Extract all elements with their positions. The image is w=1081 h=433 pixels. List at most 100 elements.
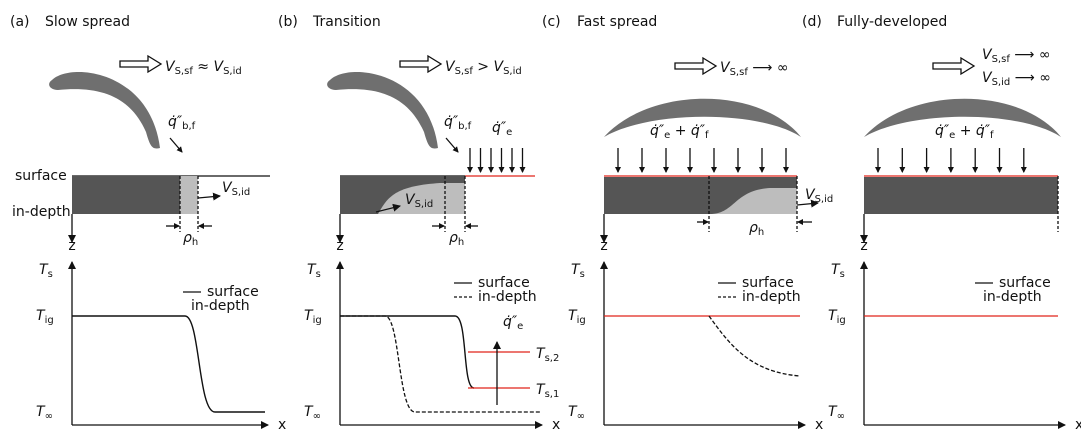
symbol: q̇″ bbox=[492, 120, 507, 136]
symbol: q̇″ bbox=[444, 114, 459, 130]
subscript: e bbox=[517, 321, 523, 332]
subscript: s,2 bbox=[545, 353, 560, 364]
flux-arrow bbox=[446, 138, 458, 152]
depth-speed-relation: VS,id ⟶ ∞ bbox=[982, 70, 1051, 88]
ignition-temperature-label: Tig bbox=[568, 308, 586, 326]
subscript: S,id bbox=[415, 199, 434, 210]
panel-label: (d) bbox=[802, 14, 822, 30]
in-depth-curve bbox=[340, 316, 540, 412]
speed-relation: VS,sf ≈ VS,id bbox=[165, 59, 242, 77]
symbol: q̇″ bbox=[650, 123, 665, 139]
subscript: b,f bbox=[458, 121, 472, 132]
figure: (a)Slow spreadzxTsTigT∞VS,sf ≈ VS,idq̇″b… bbox=[0, 0, 1081, 433]
combined-heat-flux: q̇″e + q̇″f bbox=[935, 123, 994, 141]
symbol: q̇″ bbox=[976, 123, 991, 139]
external-heat-flux: q̇″e bbox=[492, 120, 512, 138]
symbol: q̇″ bbox=[168, 114, 183, 130]
page: (a)Slow spreadzxTsTigT∞VS,sf ≈ VS,idq̇″b… bbox=[0, 0, 1081, 433]
x-axis-label: x bbox=[815, 417, 823, 433]
spread-arrow bbox=[198, 196, 220, 198]
in-depth-curve bbox=[709, 316, 800, 376]
subscript: S,id bbox=[223, 66, 242, 77]
legend-in-depth: in-depth bbox=[478, 289, 537, 305]
symbol: ⟶ ∞ bbox=[1010, 70, 1051, 86]
surface-label: surface bbox=[15, 168, 67, 184]
combined-heat-flux: q̇″e + q̇″f bbox=[650, 123, 709, 141]
hollow-arrow bbox=[120, 56, 161, 72]
subscript: s bbox=[48, 269, 53, 280]
preheat-length: ρh bbox=[183, 230, 198, 248]
symbol: ≈ bbox=[193, 59, 214, 75]
panel-title: Slow spread bbox=[45, 14, 130, 30]
temperature-curve bbox=[72, 316, 265, 412]
speed-relation: VS,sf ⟶ ∞ bbox=[720, 60, 788, 78]
hollow-arrow bbox=[933, 58, 974, 74]
speed-relation: VS,sf ⟶ ∞ bbox=[982, 47, 1050, 65]
hollow-arrow bbox=[675, 58, 716, 74]
temperature-axis-label: Ts bbox=[39, 262, 53, 280]
panel-label: (b) bbox=[278, 14, 298, 30]
flame-heat-flux: q̇″b,f bbox=[444, 114, 472, 132]
surface-curve bbox=[340, 316, 474, 388]
symbol: ρ bbox=[749, 220, 758, 236]
subscript: s bbox=[580, 269, 585, 280]
subscript: f bbox=[705, 130, 709, 141]
depth-axis-label: z bbox=[68, 238, 75, 254]
subscript: b,f bbox=[182, 121, 196, 132]
level-2-label: Ts,2 bbox=[536, 346, 559, 364]
x-axis-label: x bbox=[278, 417, 286, 433]
subscript: ∞ bbox=[45, 411, 53, 422]
subscript: ∞ bbox=[313, 411, 321, 422]
subscript: ∞ bbox=[837, 411, 845, 422]
subscript: S,id bbox=[992, 77, 1011, 88]
preheat-region bbox=[180, 176, 198, 214]
flame bbox=[49, 72, 160, 149]
symbol: q̇″ bbox=[503, 314, 518, 330]
subscript: f bbox=[990, 130, 994, 141]
temperature-axis-label: Ts bbox=[307, 262, 321, 280]
spread-velocity: VS,id bbox=[805, 187, 833, 205]
flame bbox=[327, 72, 438, 149]
subscript: S,id bbox=[503, 66, 522, 77]
flux-arrow bbox=[170, 138, 182, 152]
symbol: q̇″ bbox=[935, 123, 950, 139]
symbol: ⟶ ∞ bbox=[748, 60, 789, 76]
subscript: s bbox=[316, 269, 321, 280]
legend-in-depth: in-depth bbox=[742, 289, 801, 305]
depth-axis-label: z bbox=[860, 238, 867, 254]
symbol: ⟶ ∞ bbox=[1010, 47, 1051, 63]
subscript: h bbox=[192, 237, 198, 248]
level-1-label: Ts,1 bbox=[536, 382, 559, 400]
depth-axis-label: z bbox=[336, 238, 343, 254]
depth-label: in-depth bbox=[12, 204, 71, 220]
ambient-temperature-label: T∞ bbox=[828, 404, 845, 422]
burning-region bbox=[72, 176, 180, 214]
legend-in-depth: in-depth bbox=[983, 289, 1042, 305]
legend-in-depth: in-depth bbox=[191, 298, 250, 314]
burning-region bbox=[864, 177, 1058, 214]
graph-heat-flux: q̇″e bbox=[503, 314, 523, 332]
ambient-temperature-label: T∞ bbox=[568, 404, 585, 422]
ambient-temperature-label: T∞ bbox=[36, 404, 53, 422]
panel-label: (c) bbox=[542, 14, 561, 30]
ignition-temperature-label: Tig bbox=[36, 308, 54, 326]
hollow-arrow bbox=[400, 56, 441, 72]
panel-title: Fast spread bbox=[577, 14, 657, 30]
panel-title: Fully-developed bbox=[837, 14, 947, 30]
x-axis-label: x bbox=[552, 417, 560, 433]
flame-heat-flux: q̇″b,f bbox=[168, 114, 196, 132]
temperature-axis-label: Ts bbox=[571, 262, 585, 280]
subscript: e bbox=[506, 127, 512, 138]
spread-velocity: VS,id bbox=[222, 180, 250, 198]
symbol: ρ bbox=[183, 230, 192, 246]
subscript: s,1 bbox=[545, 389, 560, 400]
subscript: ig bbox=[577, 315, 586, 326]
subscript: ∞ bbox=[577, 411, 585, 422]
symbol: ρ bbox=[449, 230, 458, 246]
subscript: S,sf bbox=[175, 66, 194, 77]
subscript: ig bbox=[837, 315, 846, 326]
subscript: h bbox=[458, 237, 464, 248]
depth-axis-label: z bbox=[600, 238, 607, 254]
subscript: S,id bbox=[232, 187, 251, 198]
temperature-axis-label: Ts bbox=[831, 262, 845, 280]
